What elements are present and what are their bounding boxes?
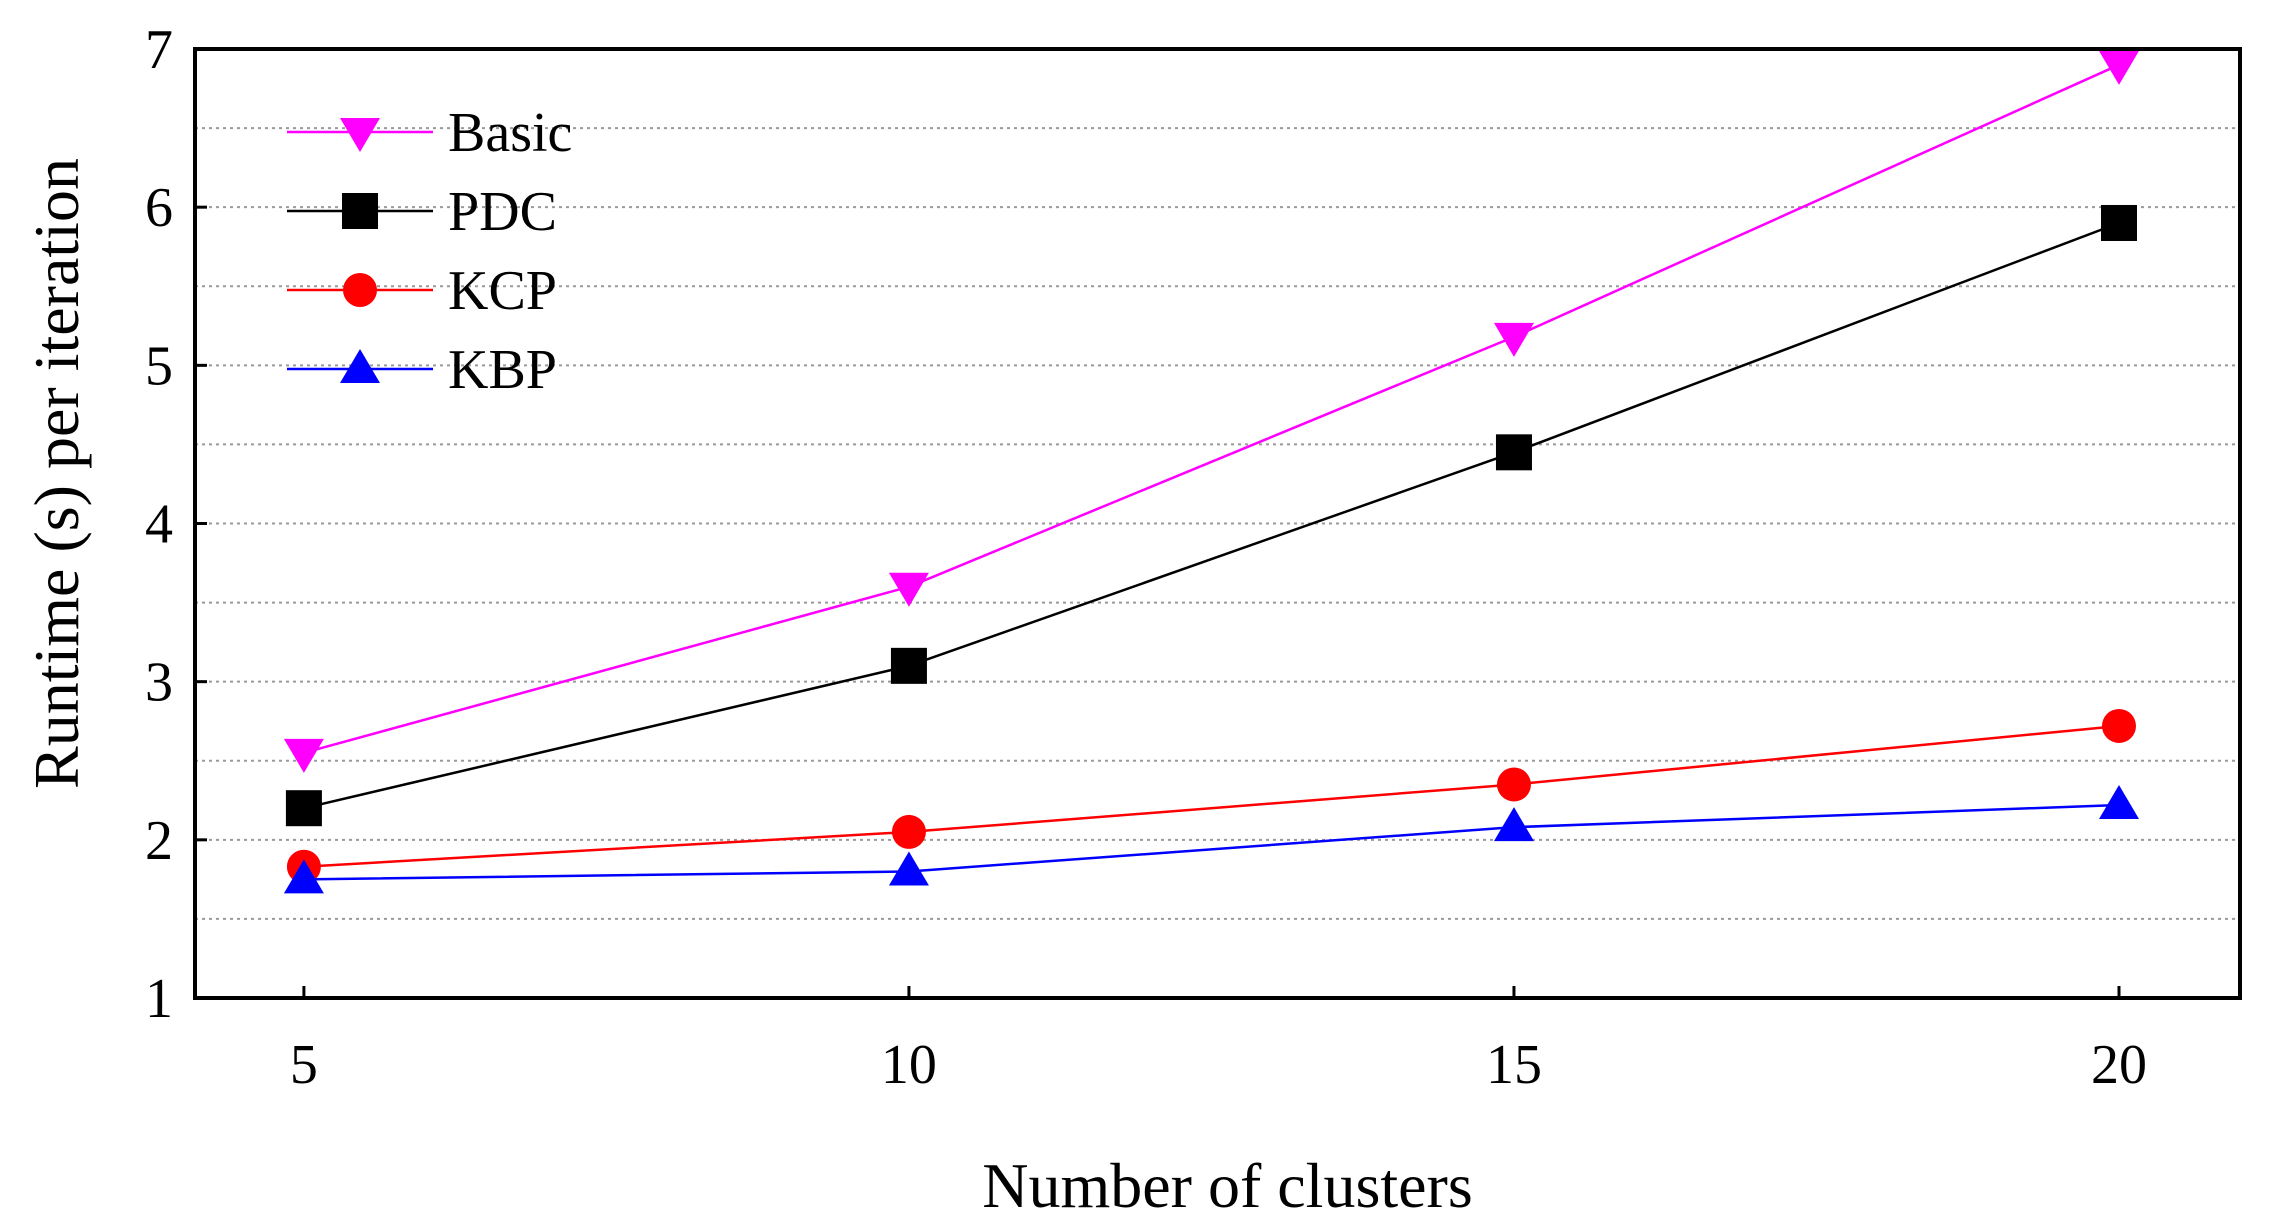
point-pdc-20 bbox=[2100, 204, 2137, 241]
point-kbp-5 bbox=[283, 859, 324, 894]
y-tick-label: 6 bbox=[145, 177, 173, 239]
point-kbp-15 bbox=[1493, 807, 1534, 842]
point-basic-5 bbox=[283, 738, 324, 773]
y-tick-label: 7 bbox=[145, 19, 173, 81]
legend-label-kbp: KBP bbox=[448, 339, 557, 401]
point-basic-20 bbox=[2098, 50, 2139, 85]
series-group bbox=[283, 50, 2139, 894]
y-tick-label: 4 bbox=[145, 494, 173, 556]
point-kcp-10 bbox=[891, 814, 926, 849]
point-kcp-20 bbox=[2101, 708, 2136, 743]
x-tick-label: 10 bbox=[881, 1034, 937, 1096]
y-axis-title: Runtime (s) per iteration bbox=[21, 158, 92, 789]
grid-lines bbox=[195, 127, 2240, 920]
legend-label-pdc: PDC bbox=[448, 181, 557, 243]
x-axis-title: Number of clusters bbox=[982, 1150, 1473, 1221]
x-tick-label: 15 bbox=[1486, 1034, 1542, 1096]
legend-label-kcp: KCP bbox=[448, 260, 557, 322]
legend-marker-kbp bbox=[340, 349, 380, 383]
point-basic-10 bbox=[888, 572, 929, 607]
series-line-pdc bbox=[303, 221, 2120, 810]
point-kcp-15 bbox=[1496, 767, 1531, 802]
point-basic-15 bbox=[1493, 322, 1534, 357]
x-tick-label: 20 bbox=[2091, 1034, 2147, 1096]
point-pdc-10 bbox=[890, 647, 927, 684]
legend: Basic PDC KCP KBP bbox=[287, 102, 572, 401]
series-line-kbp bbox=[303, 803, 2120, 881]
series-line-basic bbox=[303, 63, 2120, 755]
legend-marker-basic bbox=[340, 118, 380, 152]
axis-ticks: 1 2 3 4 5 6 7 5 10 15 20 bbox=[145, 19, 2147, 1096]
point-pdc-5 bbox=[285, 790, 322, 827]
point-pdc-15 bbox=[1495, 434, 1532, 471]
y-tick-label: 1 bbox=[145, 968, 173, 1030]
point-kbp-10 bbox=[888, 851, 929, 886]
legend-marker-pdc bbox=[342, 193, 378, 229]
x-tick-label: 5 bbox=[290, 1034, 318, 1096]
legend-label-basic: Basic bbox=[448, 102, 572, 164]
y-tick-label: 5 bbox=[145, 335, 173, 397]
y-tick-label: 3 bbox=[145, 652, 173, 714]
legend-marker-kcp bbox=[343, 273, 377, 307]
point-kbp-20 bbox=[2098, 785, 2139, 820]
y-tick-label: 2 bbox=[145, 810, 173, 872]
series-line-kcp bbox=[303, 724, 2120, 868]
